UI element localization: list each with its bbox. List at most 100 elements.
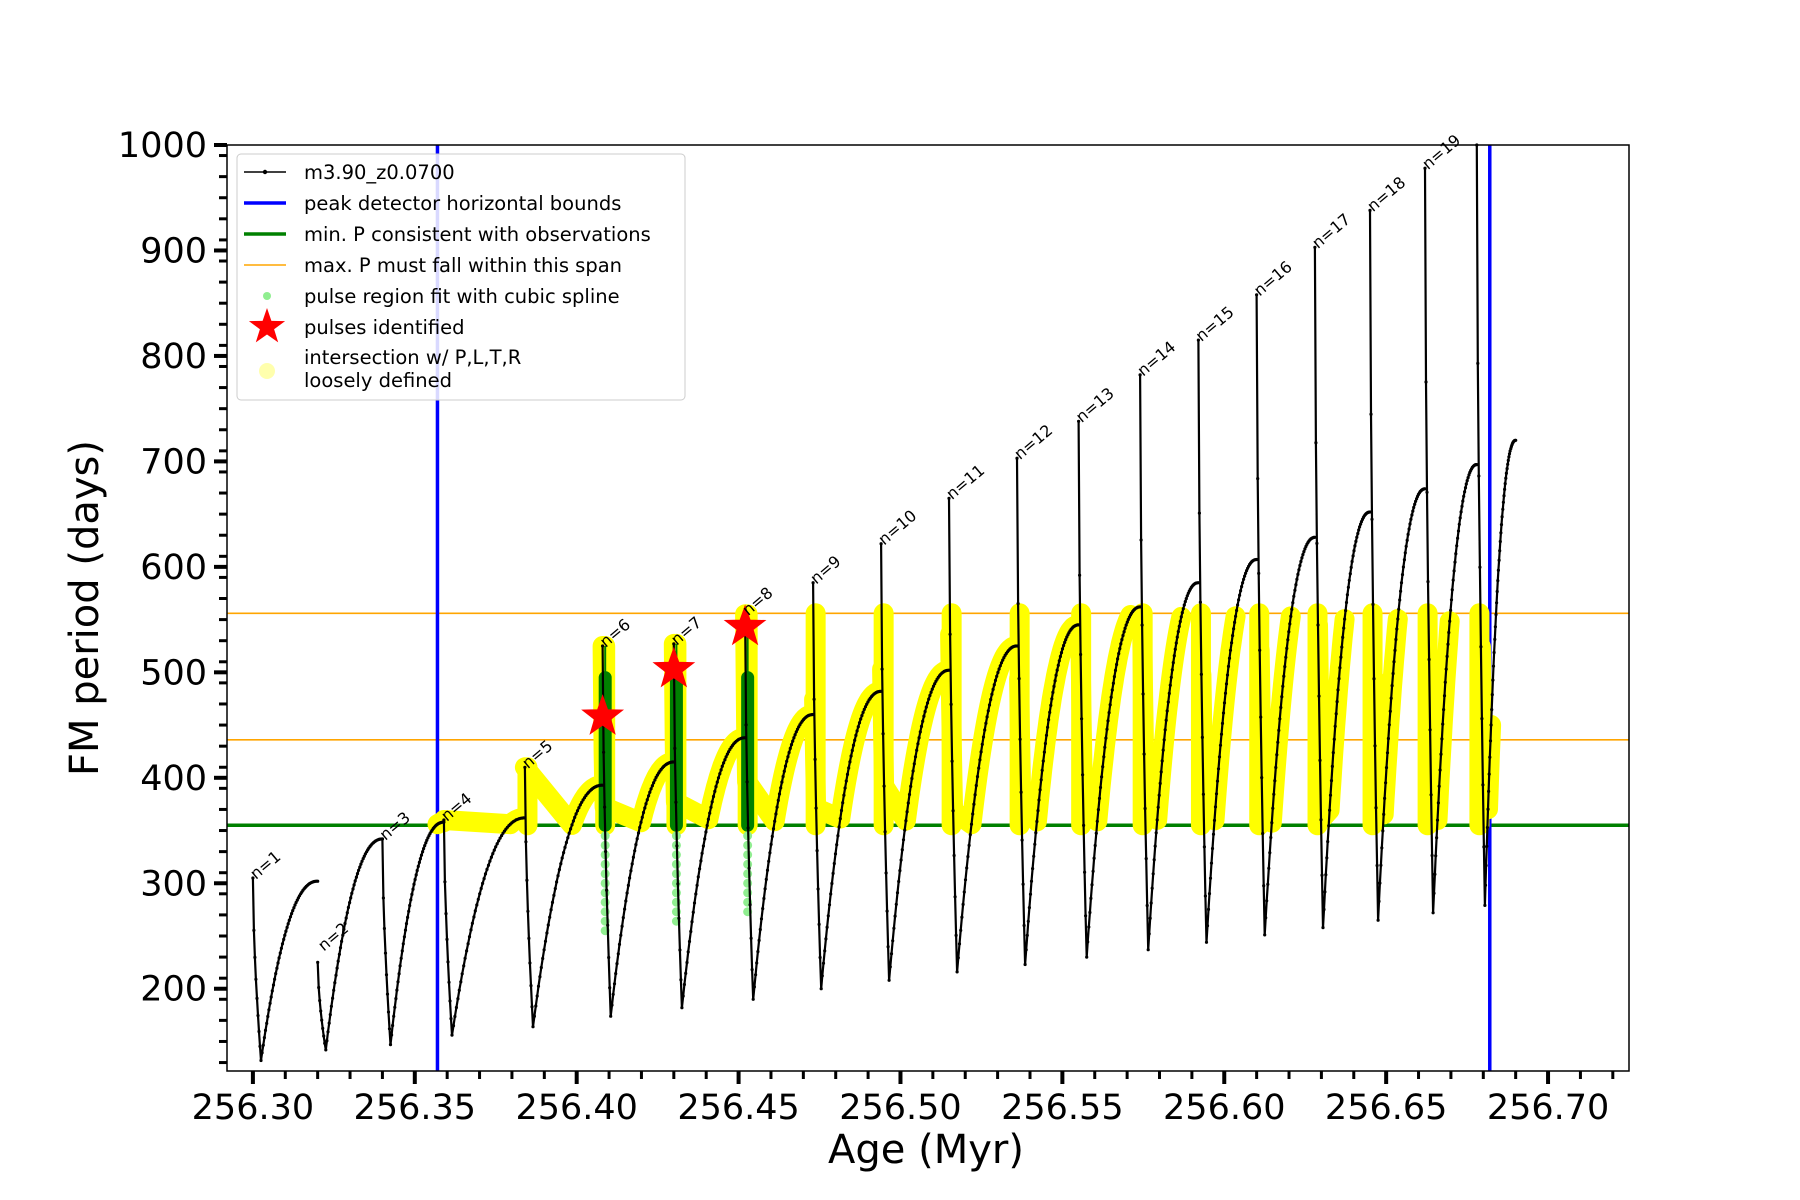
track-point [910, 776, 914, 781]
track-point [1286, 638, 1290, 642]
track-point [1327, 824, 1331, 828]
track-point [1227, 656, 1232, 660]
track-point [897, 879, 901, 884]
track-point [640, 815, 644, 819]
track-point [341, 933, 345, 937]
track-point [1348, 572, 1352, 576]
track-point [1095, 819, 1099, 823]
x-tick-label: 256.35 [354, 1088, 476, 1128]
track-point [443, 880, 447, 884]
track-point [485, 867, 489, 872]
track-point [815, 849, 819, 853]
track-point [529, 984, 533, 988]
track-point [987, 703, 992, 707]
track-point [331, 996, 335, 1000]
track-point [752, 985, 757, 989]
track-point [676, 882, 680, 886]
track-point [277, 956, 281, 960]
track-point [884, 871, 888, 875]
track-point [1156, 805, 1160, 809]
track-point [1090, 883, 1094, 887]
track-point [754, 973, 758, 977]
track-point [894, 902, 898, 906]
track-point [1431, 911, 1435, 915]
track-point [1292, 594, 1296, 598]
track-point [548, 915, 552, 919]
track-point [563, 845, 567, 850]
track-point [1466, 476, 1470, 480]
track-point [836, 834, 840, 838]
track-point [901, 838, 906, 842]
track-point [1206, 907, 1211, 912]
track-point [538, 975, 542, 979]
track-point [258, 1044, 262, 1048]
track-point [1490, 693, 1494, 697]
track-point [336, 959, 340, 963]
track-point [290, 912, 294, 916]
y-tick-label: 400 [140, 759, 207, 799]
track-point [1458, 516, 1462, 520]
track-point [1255, 293, 1259, 297]
legend: m3.90_z0.0700 peak detector horizontal b… [236, 153, 686, 401]
track-point [1462, 494, 1466, 498]
track-point [1119, 642, 1123, 646]
track-point [1446, 642, 1450, 646]
track-point [1275, 753, 1279, 757]
track-point [636, 831, 641, 835]
track-point [1388, 709, 1392, 713]
track-point [1260, 776, 1264, 780]
track-point [1284, 655, 1288, 659]
pulse-identified-star [581, 694, 625, 735]
track-point [1385, 751, 1390, 755]
track-point [647, 794, 651, 798]
track-point [395, 988, 399, 992]
track-point [472, 915, 476, 919]
track-point [282, 937, 286, 942]
track-point [947, 496, 951, 500]
y-tick-label: 900 [140, 231, 207, 271]
track-point [1440, 737, 1444, 741]
track-point [270, 989, 274, 993]
track-point [1335, 700, 1339, 704]
track-point [1220, 721, 1225, 726]
track-point [930, 687, 934, 691]
track-point [333, 981, 337, 985]
track-point [769, 842, 773, 847]
track-point [1460, 504, 1464, 508]
track-point [541, 956, 545, 961]
track-point [465, 949, 469, 953]
track-point [1023, 962, 1027, 967]
track-point [1145, 903, 1149, 908]
track-point [469, 928, 473, 932]
track-point [979, 750, 983, 754]
track-point [1430, 853, 1434, 858]
track-point [1485, 825, 1489, 830]
track-point [1391, 671, 1395, 676]
track-point [1486, 807, 1490, 811]
track-point [764, 877, 768, 882]
track-point [899, 858, 903, 862]
track-point [1401, 565, 1405, 569]
track-point [779, 786, 783, 790]
track-point [1018, 737, 1022, 741]
track-point [352, 883, 356, 887]
track-point [383, 951, 388, 955]
track-point [292, 906, 296, 910]
legend-label-intersection: intersection w/ P,L,T,R [304, 346, 521, 369]
track-point [1463, 486, 1468, 490]
y-tick-label: 1000 [118, 126, 207, 166]
legend-track-dot [262, 169, 268, 175]
track-point [288, 915, 293, 919]
track-point [1093, 843, 1097, 848]
track-point [542, 948, 546, 952]
track-point [334, 973, 338, 977]
track-point [1078, 573, 1082, 577]
track-point [845, 772, 850, 777]
track-point [1096, 808, 1100, 812]
track-point [825, 925, 829, 929]
track-point [681, 994, 685, 998]
track-point [1328, 793, 1333, 797]
track-point [1324, 873, 1328, 877]
track-point [1378, 881, 1382, 885]
